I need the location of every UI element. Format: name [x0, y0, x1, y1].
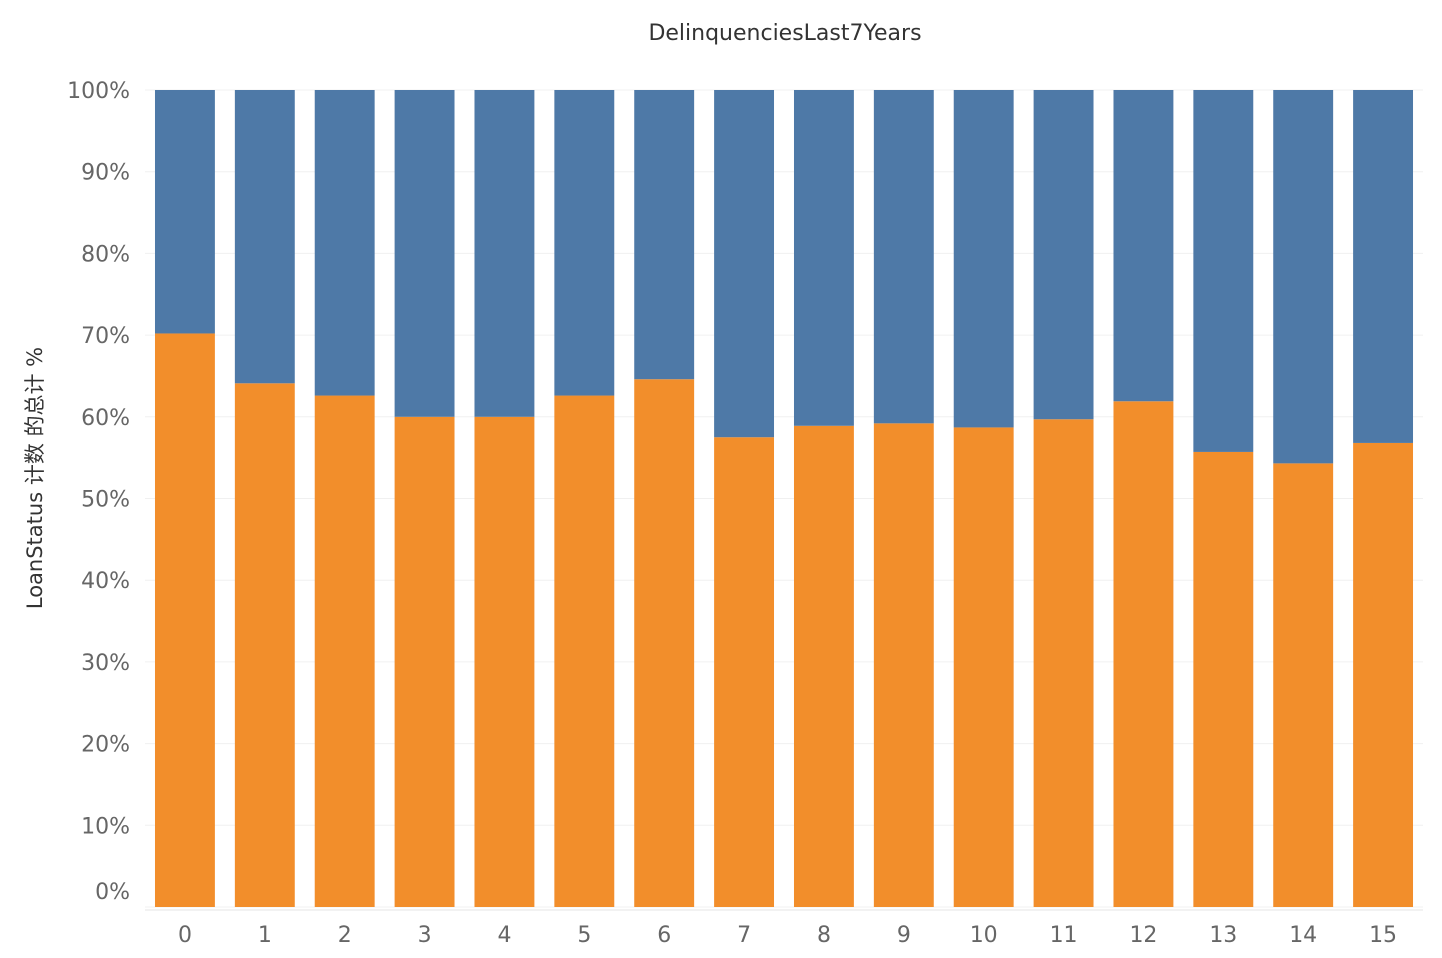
bar-segment-13-series-2 [1193, 90, 1254, 452]
y-tick-label: 50% [81, 488, 130, 513]
bar-segment-4-series-2 [474, 90, 535, 417]
bar-segment-12-series-2 [1113, 90, 1174, 402]
bar-segment-15-series-2 [1353, 90, 1414, 443]
bar-segment-12-series-1 [1113, 401, 1174, 907]
bar-segment-14-series-1 [1273, 463, 1334, 907]
bar-segment-5-series-2 [554, 90, 615, 396]
bar-segment-0-series-2 [154, 90, 215, 334]
bar-segment-1-series-1 [234, 383, 295, 908]
bar-segment-7-series-2 [714, 90, 775, 438]
bar-segment-8-series-1 [793, 425, 854, 907]
x-tick-label: 1 [258, 923, 272, 948]
bar-segment-11-series-1 [1033, 419, 1094, 907]
bar-segment-2-series-2 [314, 90, 375, 396]
x-axis-ticks: 0 1 2 3 4 5 6 7 8 9 10 11 12 13 14 15 [178, 923, 1397, 948]
bar-segment-9-series-2 [873, 90, 934, 424]
bar-segment-7-series-1 [714, 437, 775, 907]
bar-segment-8-series-2 [793, 90, 854, 426]
x-tick-label: 12 [1129, 923, 1157, 948]
y-tick-label: 10% [81, 814, 130, 839]
y-tick-label: 80% [81, 242, 130, 267]
y-tick-label: 40% [81, 569, 130, 594]
x-tick-label: 11 [1050, 923, 1078, 948]
x-tick-label: 5 [577, 923, 591, 948]
y-axis-label: LoanStatus 计数 的总计 % [23, 347, 47, 609]
bar-segment-3-series-2 [394, 90, 455, 417]
y-tick-label: 20% [81, 733, 130, 758]
bar-segment-9-series-1 [873, 423, 934, 907]
x-tick-label: 13 [1209, 923, 1237, 948]
bar-segment-13-series-1 [1193, 451, 1254, 907]
x-tick-label: 8 [817, 923, 831, 948]
bar-segment-1-series-2 [234, 90, 295, 384]
y-tick-label: 60% [81, 406, 130, 431]
bar-segment-6-series-1 [634, 379, 695, 907]
x-tick-label: 2 [338, 923, 352, 948]
bars [154, 90, 1414, 908]
x-tick-label: 15 [1369, 923, 1397, 948]
bar-segment-6-series-2 [634, 90, 695, 380]
y-tick-label: 90% [81, 161, 130, 186]
x-tick-label: 6 [657, 923, 671, 948]
bar-segment-5-series-1 [554, 395, 615, 907]
y-tick-label: 100% [67, 79, 130, 104]
x-tick-label: 7 [737, 923, 751, 948]
bar-segment-3-series-1 [394, 416, 455, 907]
x-tick-label: 9 [897, 923, 911, 948]
bar-segment-4-series-1 [474, 416, 535, 907]
bar-segment-14-series-2 [1273, 90, 1334, 464]
bar-segment-0-series-1 [154, 333, 215, 907]
y-tick-label: 70% [81, 324, 130, 349]
y-axis-ticks: 0% 10% 20% 30% 40% 50% 60% 70% 80% 90% 100% [67, 79, 130, 905]
bar-segment-15-series-1 [1353, 442, 1414, 907]
x-tick-label: 14 [1289, 923, 1317, 948]
chart-title: DelinquenciesLast7Years [648, 21, 921, 46]
bar-segment-10-series-1 [953, 427, 1014, 907]
bar-segment-2-series-1 [314, 395, 375, 907]
y-tick-label: 30% [81, 651, 130, 676]
x-tick-label: 3 [418, 923, 432, 948]
bar-segment-10-series-2 [953, 90, 1014, 428]
x-tick-label: 0 [178, 923, 192, 948]
bar-segment-11-series-2 [1033, 90, 1094, 420]
y-tick-label: 0% [95, 880, 130, 905]
x-tick-label: 10 [970, 923, 998, 948]
x-tick-label: 4 [497, 923, 511, 948]
